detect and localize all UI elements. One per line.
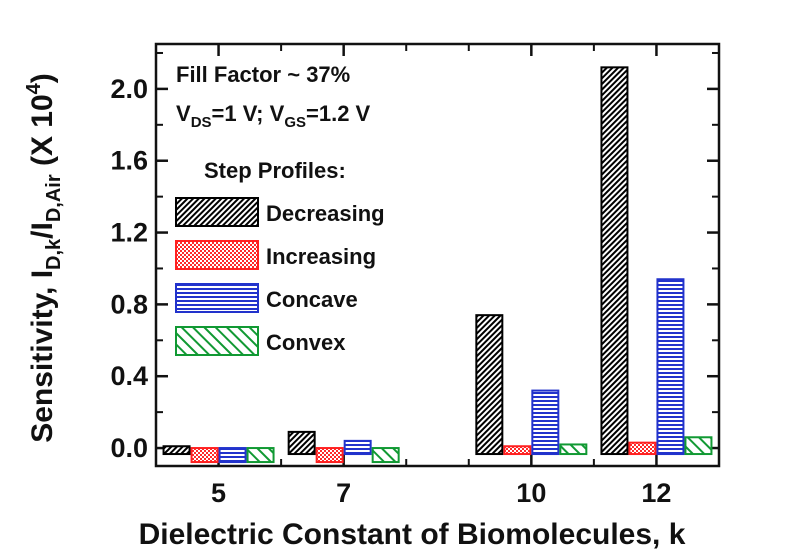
x-tick-label: 7 bbox=[336, 478, 351, 508]
annotations: Fill Factor ~ 37% VDS=1 V; VGS=1.2 V Ste… bbox=[176, 62, 371, 183]
legend-label-increasing: Increasing bbox=[266, 244, 376, 269]
x-tick-label: 10 bbox=[516, 478, 546, 508]
y-tick-label: 0.4 bbox=[110, 361, 148, 391]
legend-label-decreasing: Decreasing bbox=[266, 201, 385, 226]
legend-label-convex: Convex bbox=[266, 330, 346, 355]
legend-swatch-decreasing bbox=[175, 197, 259, 227]
fill-factor-annotation: Fill Factor ~ 37% bbox=[176, 62, 350, 87]
bias-annotation: VDS=1 V; VGS=1.2 V bbox=[176, 101, 371, 131]
x-tick-label: 5 bbox=[211, 478, 226, 508]
y-tick-label: 0.8 bbox=[110, 289, 148, 319]
bars bbox=[162, 66, 713, 464]
bar-convex-k10 bbox=[559, 443, 588, 456]
bar-convex-k12 bbox=[684, 436, 713, 456]
bar-decreasing-k7 bbox=[287, 430, 316, 456]
y-tick-label: 1.6 bbox=[110, 146, 148, 176]
bar-increasing-k10 bbox=[503, 445, 532, 456]
bar-concave-k10 bbox=[531, 389, 560, 456]
legend-swatch-convex bbox=[175, 326, 259, 356]
bar-concave-k5 bbox=[218, 447, 247, 464]
bar-decreasing-k5 bbox=[162, 445, 191, 456]
bar-increasing-k12 bbox=[628, 441, 657, 456]
bar-convex-k5 bbox=[246, 447, 275, 464]
y-tick-label: 2.0 bbox=[110, 74, 148, 104]
y-axis-title: Sensitivity, ID,k/ID,Air (X 104) bbox=[23, 73, 65, 443]
y-tick-label: 0.0 bbox=[110, 433, 148, 463]
legend-swatch-concave bbox=[175, 283, 259, 313]
bar-concave-k12 bbox=[656, 278, 685, 456]
legend-title: Step Profiles: bbox=[204, 158, 346, 183]
legend-swatch-increasing bbox=[175, 240, 259, 270]
x-tick-label: 12 bbox=[641, 478, 671, 508]
legend: Decreasing Increasing Concave Convex bbox=[175, 197, 385, 356]
legend-label-concave: Concave bbox=[266, 287, 358, 312]
plot-frame bbox=[154, 42, 721, 468]
plot-area bbox=[154, 42, 721, 468]
bar-convex-k7 bbox=[371, 447, 400, 464]
bar-increasing-k7 bbox=[315, 447, 344, 464]
bar-decreasing-k12 bbox=[600, 66, 629, 456]
x-axis-title: Dielectric Constant of Biomolecules, k bbox=[139, 518, 686, 551]
bar-decreasing-k10 bbox=[475, 314, 504, 456]
x-axis: 5 7 10 12 bbox=[211, 44, 671, 508]
y-axis: 0.0 0.4 0.8 1.2 1.6 2.0 bbox=[110, 51, 719, 463]
y-tick-label: 1.2 bbox=[110, 218, 148, 248]
bar-increasing-k5 bbox=[190, 447, 219, 464]
bar-concave-k7 bbox=[343, 439, 372, 456]
